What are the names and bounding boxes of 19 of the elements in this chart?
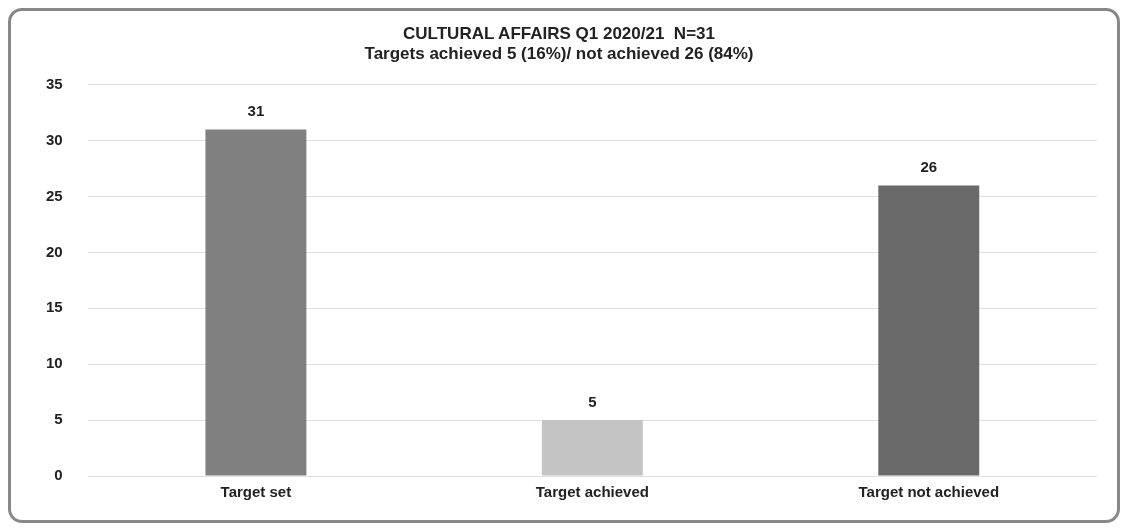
bar (205, 129, 307, 476)
y-tick-label: 35 (46, 74, 63, 92)
data-label: 5 (588, 392, 597, 410)
y-tick-label: 0 (54, 466, 63, 484)
y-tick-label: 15 (46, 298, 63, 316)
x-tick-label: Target not achieved (858, 483, 1000, 501)
chart-title: CULTURAL AFFAIRS Q1 2020/21 N=31 (403, 23, 715, 43)
y-tick-label: 5 (54, 410, 63, 428)
data-label: 26 (920, 158, 938, 176)
chart-subtitle: Targets achieved 5 (16%)/ not achieved 26 (84%) (364, 44, 754, 64)
y-tick-label: 25 (46, 186, 63, 204)
y-tick-label: 30 (46, 130, 63, 148)
x-tick-label: Target set (220, 483, 292, 501)
bar (541, 420, 643, 476)
x-tick-label: Target achieved (535, 483, 649, 501)
y-tick-label: 20 (46, 242, 63, 260)
bar (878, 185, 980, 476)
y-tick-label: 10 (46, 354, 63, 372)
data-label: 31 (247, 102, 265, 120)
